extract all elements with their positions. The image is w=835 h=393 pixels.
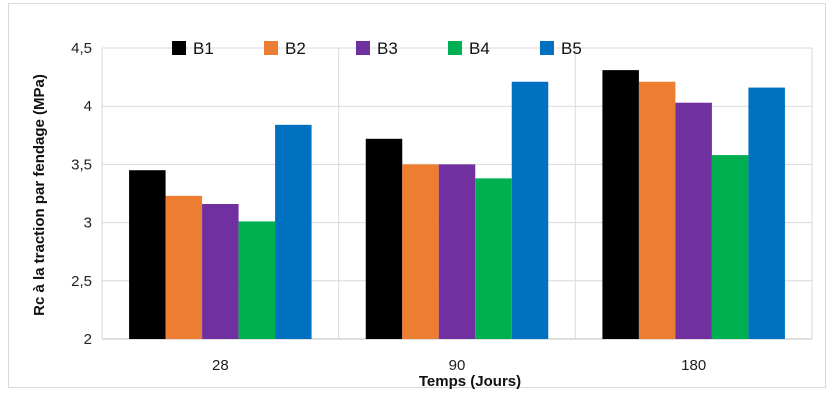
bar-b4-28 bbox=[238, 221, 276, 339]
legend-swatch bbox=[540, 41, 554, 55]
bar-b4-90 bbox=[475, 178, 512, 339]
y-tick-label: 4 bbox=[84, 98, 92, 115]
legend: B1 B2 B3 B4 B5 bbox=[172, 39, 582, 58]
y-tick-label: 3,5 bbox=[71, 156, 92, 173]
tick-labels: 2 2,5 3 3,5 4 4,5 28 90 180 bbox=[71, 40, 706, 374]
bar-b3-28 bbox=[202, 203, 239, 339]
legend-label: B2 bbox=[285, 39, 306, 58]
legend-swatch bbox=[172, 41, 186, 55]
y-tick-label: 2,5 bbox=[71, 273, 92, 290]
legend-label: B5 bbox=[561, 39, 582, 58]
bar-b2-180 bbox=[638, 81, 676, 340]
bar-b1-90 bbox=[365, 138, 403, 339]
bar-b2-90 bbox=[402, 164, 439, 339]
legend-label: B4 bbox=[469, 39, 490, 58]
x-tick-label: 90 bbox=[449, 357, 466, 374]
legend-swatch bbox=[264, 41, 278, 55]
y-tick-label: 3 bbox=[84, 215, 92, 232]
bar-b3-90 bbox=[438, 164, 476, 339]
legend-label: B3 bbox=[377, 39, 398, 58]
bar-b5-90 bbox=[511, 81, 549, 340]
legend-label: B1 bbox=[193, 39, 214, 58]
x-tick-label: 28 bbox=[212, 357, 229, 374]
bar-b1-28 bbox=[129, 170, 166, 339]
x-tick-label: 180 bbox=[681, 357, 706, 374]
bar-b3-180 bbox=[675, 102, 712, 339]
bar-b1-180 bbox=[602, 70, 639, 339]
legend-swatch bbox=[356, 41, 370, 55]
y-tick-label: 4,5 bbox=[71, 40, 92, 57]
bar-b5-180 bbox=[748, 87, 785, 340]
bar-b4-180 bbox=[711, 155, 749, 339]
legend-swatch bbox=[448, 41, 462, 55]
y-axis-title: Rc à la traction par fendage (MPa) bbox=[31, 74, 48, 316]
y-tick-label: 2 bbox=[84, 331, 92, 348]
bars bbox=[129, 70, 785, 340]
bar-b2-28 bbox=[165, 195, 203, 339]
x-axis-title: Temps (Jours) bbox=[419, 373, 521, 390]
bar-b5-28 bbox=[275, 124, 312, 339]
